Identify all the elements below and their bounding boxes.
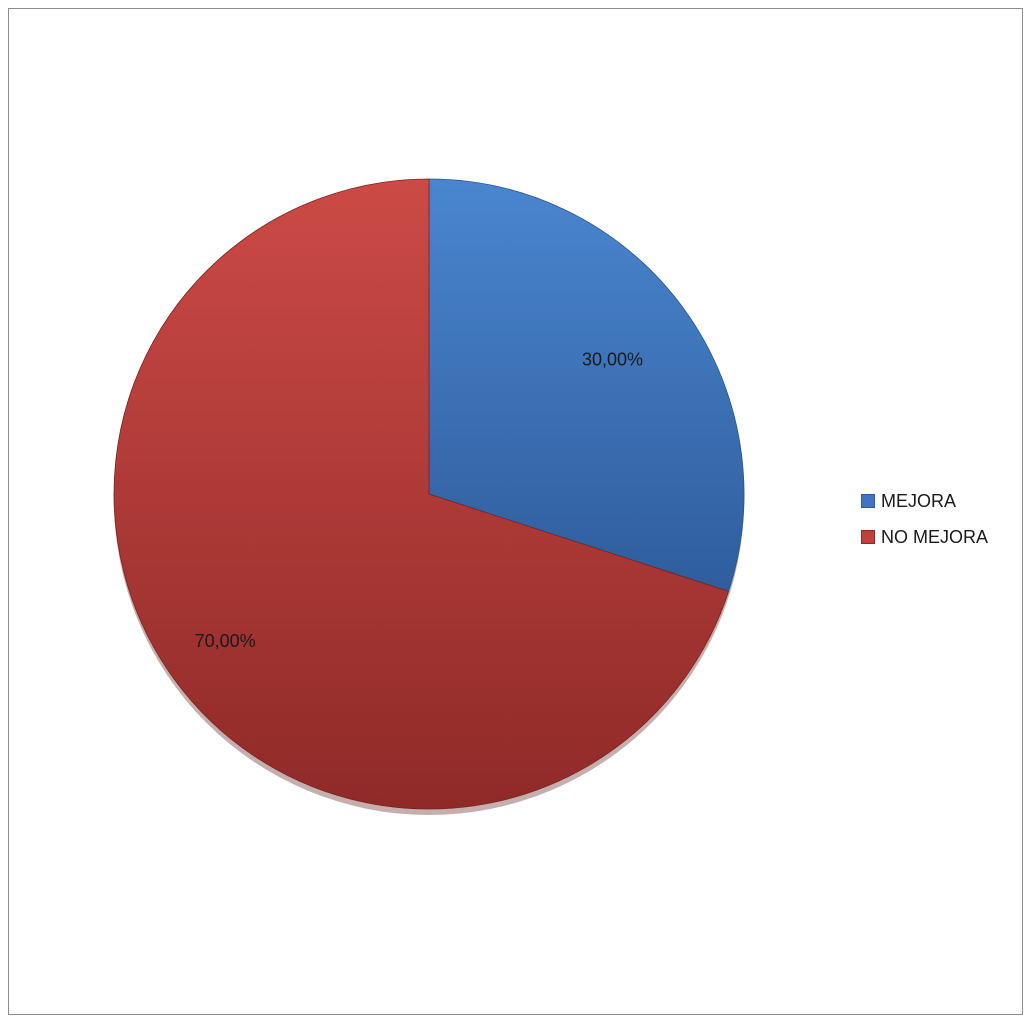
legend-swatch-no-mejora: [861, 530, 875, 544]
pie-slice-no-mejora: [113, 178, 730, 810]
legend: MEJORA NO MEJORA: [861, 486, 988, 558]
data-label-mejora: 30,00%: [582, 349, 643, 369]
labels-layer: 30,00% 70,00%: [195, 349, 643, 650]
legend-swatch-mejora: [861, 494, 875, 508]
slices-layer: [113, 178, 745, 815]
legend-label-no-mejora: NO MEJORA: [881, 527, 989, 547]
pie-slice-mejora: [428, 178, 745, 592]
legend-item-mejora: MEJORA: [861, 486, 988, 516]
legend-item-no-mejora: NO MEJORA: [861, 522, 988, 552]
data-label-no-mejora: 70,00%: [195, 631, 256, 651]
legend-label-mejora: MEJORA: [881, 491, 957, 511]
